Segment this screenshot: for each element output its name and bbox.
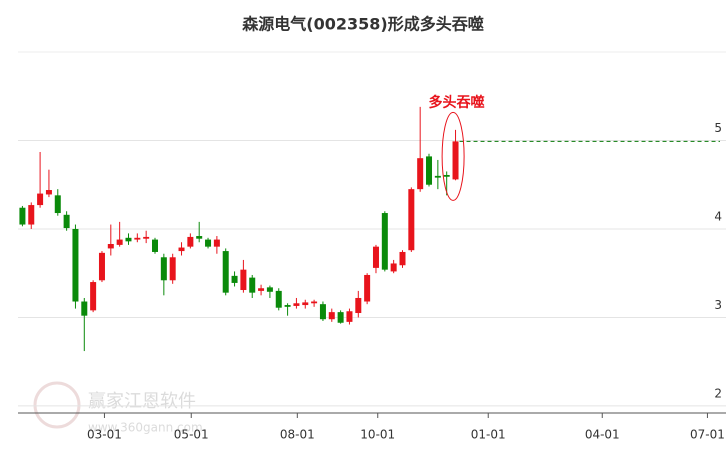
candle-body xyxy=(311,301,318,304)
candle-body xyxy=(63,214,70,229)
candle-body xyxy=(346,311,353,322)
y-tick-label: 4 xyxy=(714,209,722,223)
candle-body xyxy=(54,195,61,214)
candle-body xyxy=(434,175,441,178)
candle-body xyxy=(28,205,35,225)
candle-body xyxy=(372,246,379,268)
candle-body xyxy=(381,213,388,270)
candle-body xyxy=(417,158,424,190)
watermark-url: www.360gann.com xyxy=(88,421,203,435)
candle-body xyxy=(275,290,282,308)
candle-body xyxy=(231,275,238,283)
candle-body xyxy=(143,236,150,239)
candle-body xyxy=(37,193,44,206)
x-tick-label: 07-01 xyxy=(690,428,725,442)
candle-body xyxy=(169,257,176,281)
x-tick-label: 08-01 xyxy=(280,428,315,442)
candle-body xyxy=(443,174,450,177)
candle-body xyxy=(240,269,247,291)
candle-body xyxy=(125,237,132,242)
x-tick-label: 05-01 xyxy=(174,428,209,442)
candle-body xyxy=(134,237,141,240)
candle-body xyxy=(364,274,371,302)
y-tick-label: 5 xyxy=(714,121,722,135)
x-tick-label: 03-01 xyxy=(87,428,122,442)
candle-body xyxy=(45,190,52,195)
candle-body xyxy=(19,207,26,225)
candle-body xyxy=(160,257,167,281)
candle-body xyxy=(178,247,185,252)
pattern-highlight xyxy=(441,111,465,201)
candle-body xyxy=(116,239,123,245)
candle-body xyxy=(213,239,220,247)
watermark: 赢家江恩软件 www.360gann.com xyxy=(33,381,203,435)
candle-body xyxy=(152,239,159,252)
y-tick-label: 2 xyxy=(714,386,722,400)
candle-body xyxy=(293,303,300,306)
candle-body xyxy=(328,312,335,320)
x-tick-label: 04-01 xyxy=(585,428,620,442)
candle-body xyxy=(355,297,362,314)
watermark-text: 赢家江恩软件 xyxy=(88,390,196,412)
candle-body xyxy=(98,252,105,281)
candle-body xyxy=(408,189,415,251)
candle-body xyxy=(222,251,229,293)
candle-body xyxy=(319,304,326,320)
candle-body xyxy=(249,277,256,293)
candle-body xyxy=(426,156,433,185)
candle-body xyxy=(258,288,265,291)
candle-body xyxy=(81,301,88,316)
candle-body xyxy=(284,305,291,307)
watermark-logo xyxy=(33,381,81,429)
candle-body xyxy=(90,282,97,311)
candle-body xyxy=(337,312,344,323)
candle-body xyxy=(452,141,459,180)
candle-body xyxy=(196,236,203,239)
x-tick-label: 01-01 xyxy=(471,428,506,442)
candle-body xyxy=(187,236,194,247)
y-tick-label: 3 xyxy=(714,298,722,312)
candle-body xyxy=(399,251,406,266)
chart-title: 森源电气(002358)形成多头吞噬 xyxy=(242,15,483,34)
candle-body xyxy=(266,287,273,292)
candle-body xyxy=(302,302,309,306)
candle-body xyxy=(390,263,397,272)
candle-body xyxy=(205,239,212,247)
candle-body xyxy=(72,228,79,302)
candle-body xyxy=(107,244,114,249)
pattern-annotation: 多头吞噬 xyxy=(429,94,485,111)
x-tick-label: 10-01 xyxy=(360,428,395,442)
